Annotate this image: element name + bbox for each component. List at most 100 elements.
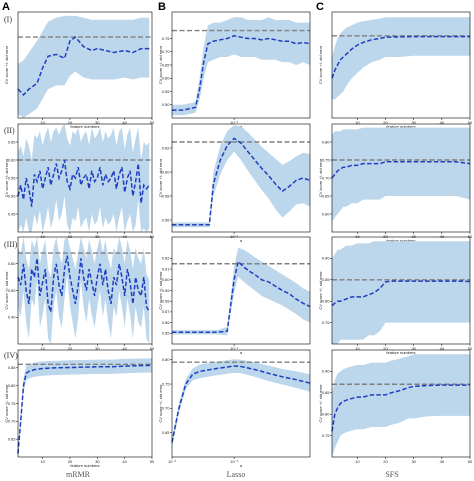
std-error-band bbox=[332, 241, 470, 344]
chart-panel-a-ii: 10 20 30 40 50 0.45 0.50 0.55 0.60 0.65 CV score +… bbox=[4, 123, 155, 239]
chart-panel-c-iii: 10 20 30 40 50 0.75 0.80 0.85 0.90 feature number… bbox=[318, 236, 473, 355]
y-axis-label: CV score +/- std error bbox=[158, 158, 163, 197]
x-tick-label: 50 bbox=[150, 459, 155, 464]
x-tick-label: 40 bbox=[440, 459, 445, 464]
y-tick-label: 0.85 bbox=[8, 365, 17, 370]
cv-score-line bbox=[17, 255, 150, 313]
y-tick-label: 0.65 bbox=[8, 139, 17, 144]
y-tick-label: 0.85 bbox=[322, 277, 331, 282]
y-tick-label: 0.80 bbox=[322, 139, 331, 144]
y-tick-label: 0.60 bbox=[322, 211, 331, 216]
x-axis-label: α bbox=[240, 350, 243, 355]
y-tick-label: 0.60 bbox=[162, 76, 171, 81]
y-tick-label: 0.50 bbox=[8, 193, 17, 198]
y-axis-label: CV score +/- std error bbox=[158, 384, 163, 423]
x-axis-label: α bbox=[240, 463, 243, 468]
chart-panel-b-iv: 10⁻² 10⁻¹ 0.65 0.70 0.75 0.80 α CV score +/- st… bbox=[158, 349, 311, 468]
y-tick-label: 0.80 bbox=[322, 412, 331, 417]
x-tick-label: 40 bbox=[122, 346, 127, 351]
cv-score-line bbox=[172, 260, 311, 333]
chart-panel-c-iv: 10 20 30 40 50 0.75 0.80 0.85 0.90 CV score +/- s… bbox=[318, 349, 473, 464]
x-tick-label: 40 bbox=[122, 120, 127, 125]
std-error-band bbox=[18, 15, 150, 118]
y-tick-label: 0.60 bbox=[8, 261, 17, 266]
row-label-2: (II) bbox=[4, 126, 15, 135]
x-tick-label: 10⁻¹ bbox=[230, 346, 239, 351]
x-axis-label: feature numbers bbox=[386, 350, 415, 355]
chart-panel-a-i: 10 20 30 40 50 feature numbers CV score +/- st… bbox=[4, 11, 155, 129]
y-axis-label: CV score +/- std error bbox=[318, 158, 323, 197]
y-tick-label: 0.75 bbox=[322, 433, 331, 438]
y-tick-label: 0.56 bbox=[162, 320, 171, 325]
x-tick-label: 30 bbox=[411, 346, 416, 351]
cv-score-line bbox=[172, 35, 311, 111]
x-tick-label: 50 bbox=[150, 346, 155, 351]
x-axis-label: feature numbers bbox=[70, 463, 99, 468]
x-tick-label: 40 bbox=[122, 234, 127, 239]
x-tick-label: 10⁻¹ bbox=[230, 120, 239, 125]
std-error-band bbox=[18, 358, 152, 457]
y-tick-label: 0.70 bbox=[162, 49, 171, 54]
cv-score-line bbox=[331, 35, 470, 79]
axes-frame bbox=[17, 11, 153, 119]
std-error-band bbox=[332, 17, 470, 100]
x-tick-label: 20 bbox=[68, 346, 73, 351]
y-tick-label: 0.58 bbox=[162, 193, 171, 198]
y-axis-label: CV score +/- std error bbox=[318, 271, 323, 310]
row-label-3: (III) bbox=[4, 240, 18, 249]
x-axis-label: feature numbers bbox=[386, 124, 415, 129]
y-axis-label: CV score +/- std error bbox=[158, 45, 163, 84]
column-title-mrmr: mRMR bbox=[66, 470, 91, 479]
y-tick-label: 0.75 bbox=[162, 381, 171, 386]
x-tick-label: 40 bbox=[440, 120, 445, 125]
std-error-band bbox=[172, 125, 310, 228]
x-tick-label: 40 bbox=[440, 346, 445, 351]
column-title-lasso: Lasso bbox=[227, 470, 246, 479]
axes-frame bbox=[331, 349, 471, 458]
axes-frame bbox=[171, 123, 311, 233]
y-tick-label: 0.75 bbox=[322, 320, 331, 325]
x-tick-label: 50 bbox=[468, 120, 473, 125]
chart-panel-c-ii: 10 20 30 40 50 0.60 0.65 0.70 0.75 0.80 feature nu… bbox=[318, 123, 473, 243]
x-tick-label: 30 bbox=[411, 234, 416, 239]
std-error-band bbox=[172, 17, 310, 116]
x-tick-label: 40 bbox=[122, 459, 127, 464]
y-tick-label: 0.57 bbox=[162, 309, 171, 314]
chart-panel-b-ii: 10⁻¹ 0.56 0.58 0.60 0.62 α CV score +/- std er… bbox=[158, 123, 311, 243]
x-tick-label: 10 bbox=[355, 346, 360, 351]
y-tick-label: 0.50 bbox=[162, 102, 171, 107]
x-tick-label: 30 bbox=[411, 459, 416, 464]
row-label-4: (IV) bbox=[4, 351, 18, 360]
y-tick-label: 0.45 bbox=[8, 211, 17, 216]
y-tick-label: 0.60 bbox=[162, 169, 171, 174]
y-tick-label: 0.55 bbox=[162, 89, 171, 94]
y-tick-label: 0.65 bbox=[322, 193, 331, 198]
x-tick-label: 10⁻¹ bbox=[230, 459, 239, 464]
y-tick-label: 0.90 bbox=[322, 256, 331, 261]
x-tick-label: 50 bbox=[468, 346, 473, 351]
y-axis-label: CV score +/- std error bbox=[4, 158, 9, 197]
y-tick-label: 0.61 bbox=[162, 266, 171, 271]
x-tick-label: 20 bbox=[68, 234, 73, 239]
y-tick-label: 0.80 bbox=[162, 357, 171, 362]
chart-panel-b-i: 10⁻¹ 0.50 0.55 0.60 0.65 0.70 0.75 α CV score +/… bbox=[158, 11, 311, 129]
axes-frame bbox=[331, 11, 471, 119]
y-tick-label: 0.60 bbox=[8, 157, 17, 162]
x-tick-label: 10 bbox=[355, 120, 360, 125]
cv-score-line bbox=[331, 384, 470, 432]
y-tick-label: 0.90 bbox=[322, 369, 331, 374]
y-tick-label: 0.56 bbox=[162, 217, 171, 222]
y-axis-label: CV score +/- std error bbox=[318, 384, 323, 423]
x-tick-label: 10⁻² bbox=[168, 459, 177, 464]
x-tick-label: 50 bbox=[150, 120, 155, 125]
x-tick-label: 10 bbox=[355, 234, 360, 239]
x-axis-label: α bbox=[240, 124, 243, 129]
x-tick-label: 20 bbox=[383, 346, 388, 351]
y-axis-label: CV score +/- std error bbox=[4, 271, 9, 310]
y-tick-label: 0.75 bbox=[322, 157, 331, 162]
std-error-band bbox=[18, 237, 150, 344]
x-tick-label: 40 bbox=[440, 234, 445, 239]
y-tick-label: 0.58 bbox=[162, 299, 171, 304]
cv-score-line bbox=[17, 364, 153, 454]
